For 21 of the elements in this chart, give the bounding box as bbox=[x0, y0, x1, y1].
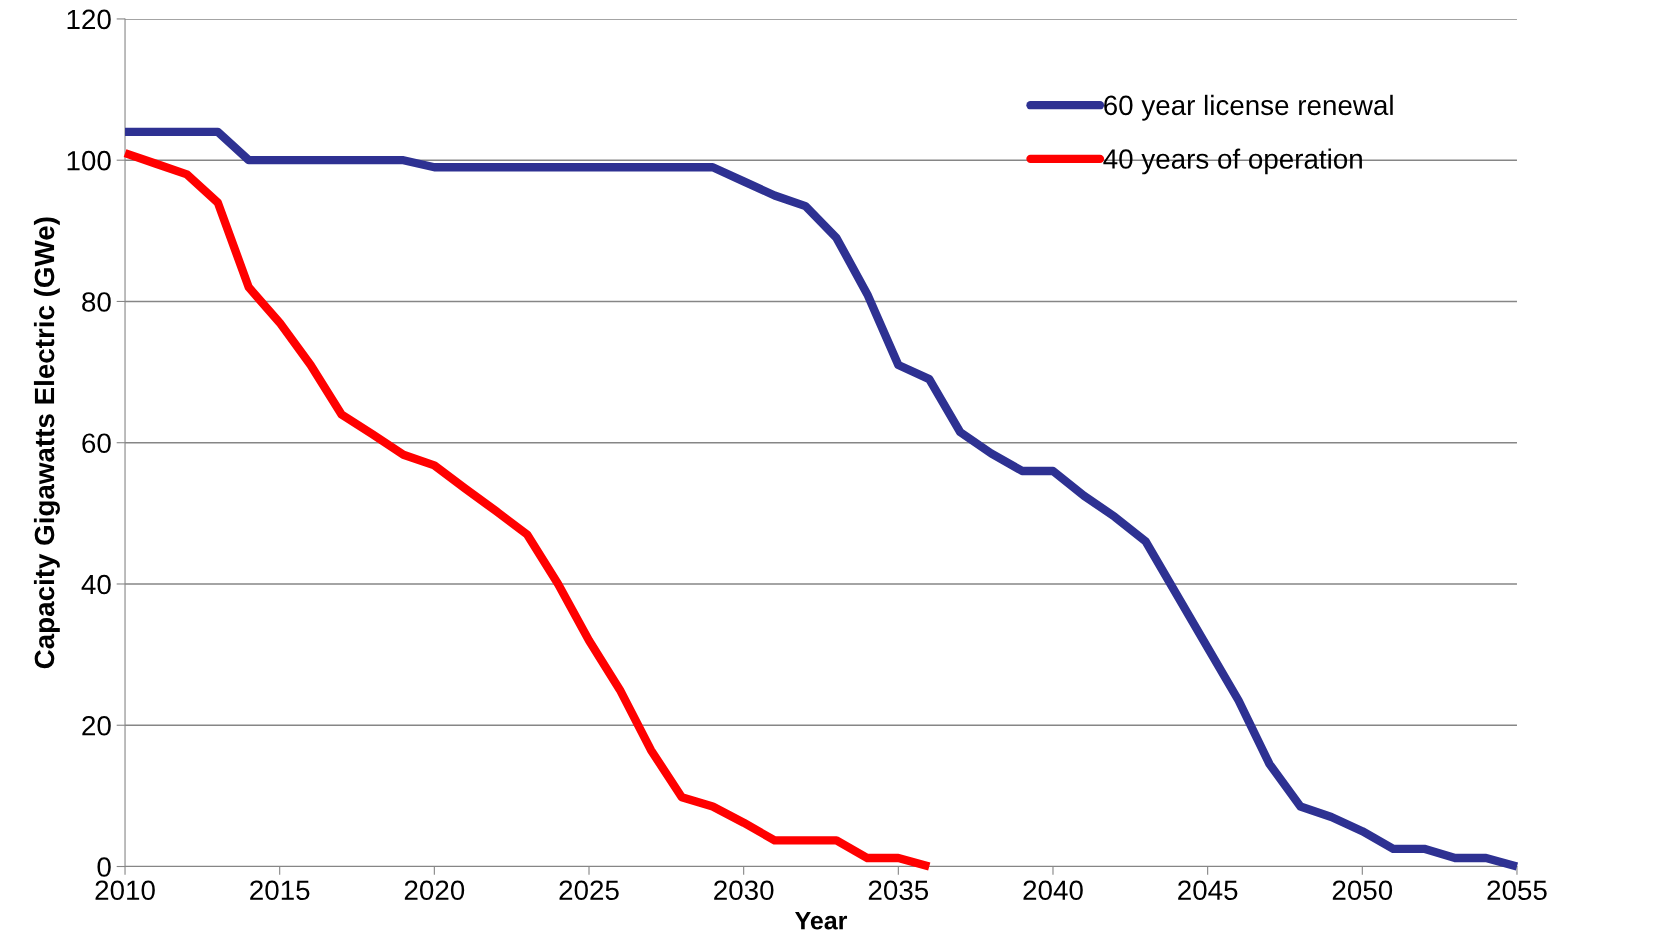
legend-label: 60 year license renewal bbox=[1104, 94, 1393, 121]
y-tick-label: 100 bbox=[67, 150, 111, 171]
x-tick-label: 2040 bbox=[1023, 880, 1083, 901]
y-tick-label: 0 bbox=[97, 857, 111, 877]
y-tick-label: 60 bbox=[82, 433, 111, 454]
legend-label: 40 years of operation bbox=[1103, 148, 1362, 175]
x-tick-label: 2050 bbox=[1332, 880, 1393, 901]
y-tick-label: 20 bbox=[82, 715, 111, 736]
x-axis-title: Year bbox=[795, 912, 848, 930]
x-tick-label: 2025 bbox=[559, 880, 619, 901]
y-tick-label: 120 bbox=[67, 9, 111, 30]
y-tick-label: 80 bbox=[82, 292, 111, 312]
x-tick-label: 2045 bbox=[1178, 880, 1238, 901]
y-tick-label: 40 bbox=[81, 574, 111, 595]
x-tick-label: 2020 bbox=[404, 880, 465, 901]
x-tick-label: 2010 bbox=[95, 880, 155, 901]
x-tick-label: 2055 bbox=[1487, 880, 1547, 901]
y-axis-title: Capacity Gigawatts Electric (GWe) bbox=[33, 217, 60, 669]
x-tick-label: 2035 bbox=[868, 880, 929, 901]
x-tick-label: 2030 bbox=[714, 880, 774, 901]
x-tick-label: 2015 bbox=[250, 880, 310, 901]
